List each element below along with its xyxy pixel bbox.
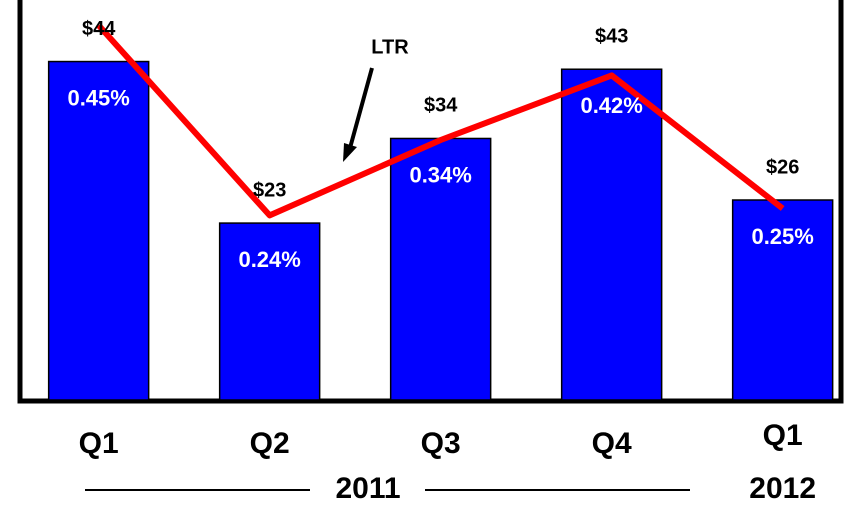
labels: $44 $23 $34 $43 $26 0.45% 0.24% 0.34% 0.42% 0.25% xyxy=(67,18,813,272)
ratio-label: 0.45% xyxy=(67,85,129,110)
ratio-label: 0.24% xyxy=(238,247,300,272)
x-tick-label: Q1 xyxy=(79,427,119,460)
line xyxy=(96,23,785,219)
annotation: LTR xyxy=(371,36,409,58)
x-tick-label: Q2 xyxy=(250,427,290,460)
bar xyxy=(218,222,321,401)
bars xyxy=(47,60,834,401)
bar xyxy=(731,199,834,401)
ratio-label: 0.25% xyxy=(751,224,813,249)
group-label: 2012 xyxy=(749,472,816,505)
value-label: $23 xyxy=(253,179,286,201)
bar xyxy=(47,60,150,401)
value-label: $34 xyxy=(424,95,458,117)
bar xyxy=(560,68,663,401)
value-label: $43 xyxy=(595,26,628,48)
ratio-label: 0.42% xyxy=(580,93,642,118)
bar xyxy=(389,137,492,401)
value-label: $26 xyxy=(766,156,799,178)
annotation-arrow xyxy=(348,67,374,149)
annotation-arrowhead xyxy=(343,143,357,162)
x-tick-label: Q4 xyxy=(592,427,632,460)
lines xyxy=(96,23,785,219)
ratio-label: 0.34% xyxy=(409,162,471,187)
value-label: $44 xyxy=(82,18,116,40)
x-tick-label: Q1 xyxy=(763,419,803,452)
group-label: 2011 xyxy=(335,472,400,505)
x-tick-label: Q3 xyxy=(421,427,461,460)
